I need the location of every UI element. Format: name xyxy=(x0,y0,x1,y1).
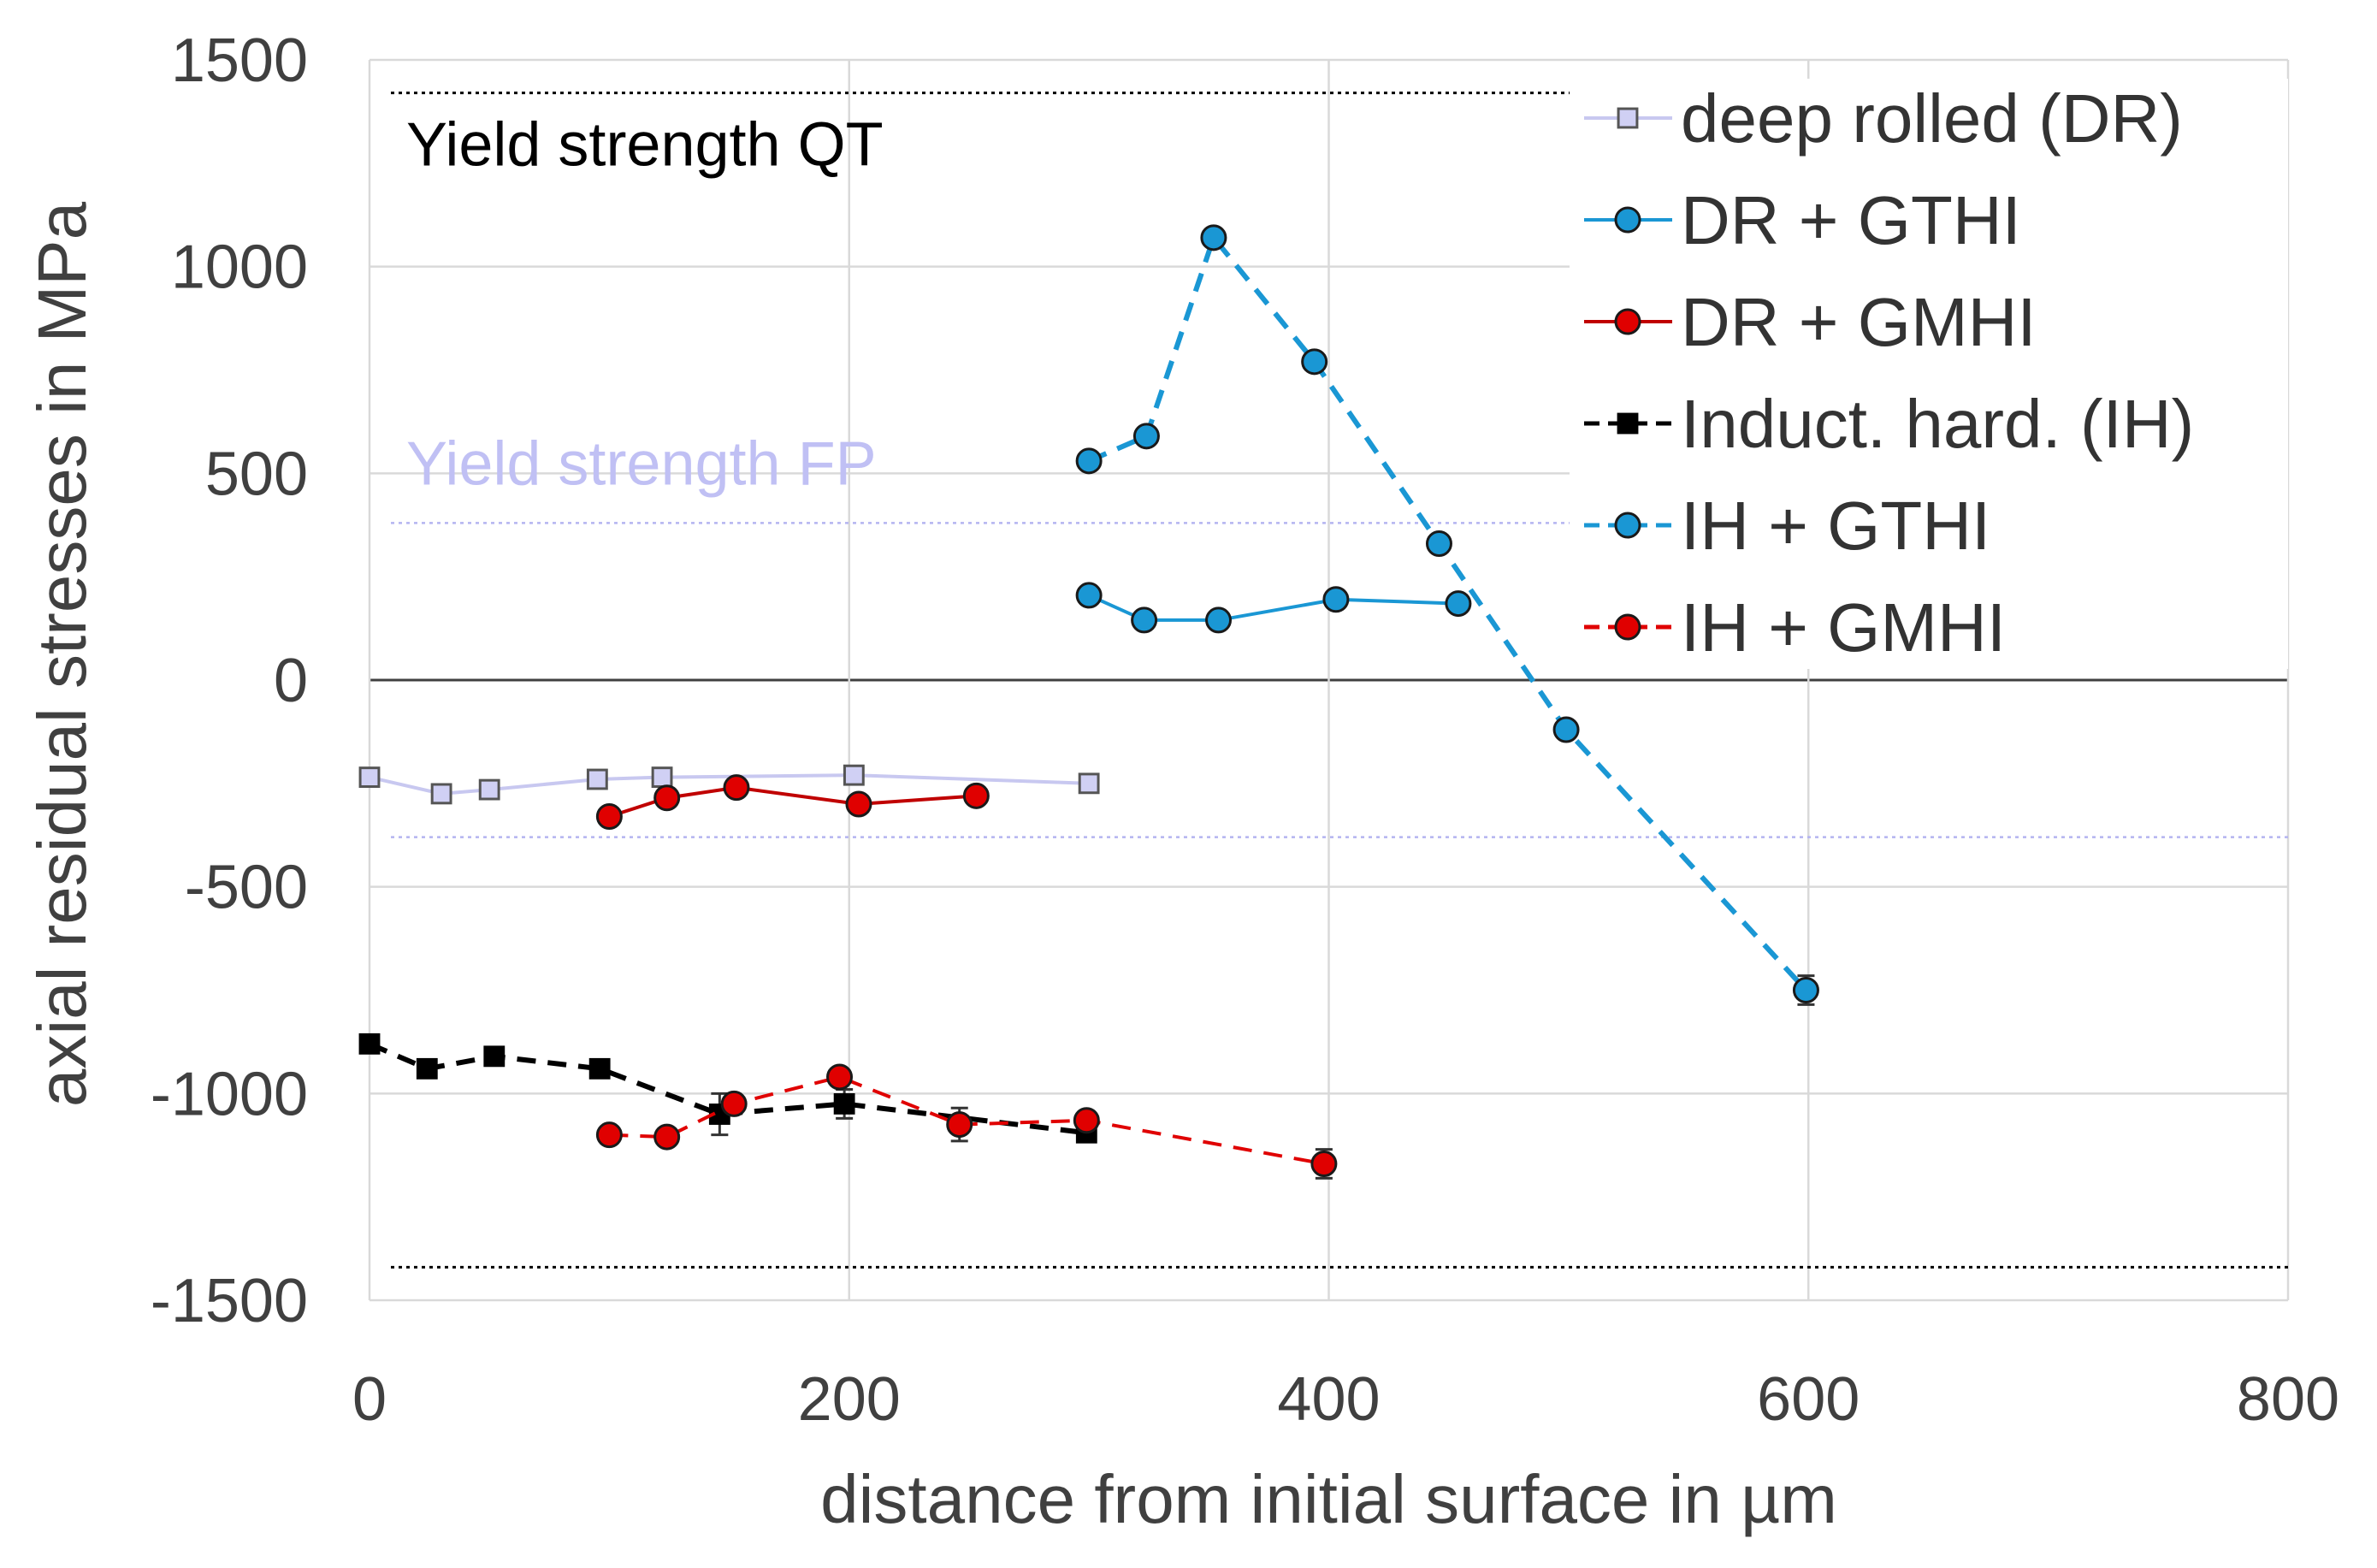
data-point xyxy=(946,1111,973,1139)
data-series xyxy=(358,224,1819,1180)
data-point xyxy=(1078,772,1100,795)
legend-item: deep rolled (DR) xyxy=(1584,80,2183,157)
y-tick-label: 0 xyxy=(274,647,308,715)
legend-marker xyxy=(1617,412,1639,435)
x-axis-title: distance from initial surface in µm xyxy=(820,1461,1837,1537)
y-tick-label: 1500 xyxy=(171,27,308,95)
y-axis-title: axial residual stresses in MPa xyxy=(24,201,100,1107)
data-point xyxy=(1075,447,1103,475)
legend-item: DR + GTHI xyxy=(1584,182,2021,258)
series-ih-gmhi xyxy=(595,1063,1338,1180)
data-point xyxy=(588,1057,611,1080)
data-point xyxy=(358,766,381,789)
data-point xyxy=(483,1045,506,1068)
data-point xyxy=(1131,606,1158,634)
legend-label: DR + GMHI xyxy=(1681,284,2037,360)
y-tick-label: 1000 xyxy=(171,234,308,302)
legend-marker xyxy=(1614,512,1641,539)
data-point xyxy=(1075,582,1103,609)
reference-lines: Yield strength QT Yield strength FP xyxy=(391,92,2288,1269)
y-tick-label: -1500 xyxy=(151,1267,308,1335)
data-point xyxy=(1205,606,1233,634)
y-tick-label: 500 xyxy=(205,440,308,508)
data-point xyxy=(1425,530,1452,557)
legend-marker xyxy=(1614,206,1641,234)
axes: -1500 -1000 -500 0 500 1000 1500 0 200 400 600 800 d… xyxy=(24,27,2339,1537)
data-point xyxy=(1200,224,1227,251)
grid xyxy=(368,58,2290,1302)
data-point xyxy=(653,1123,681,1151)
data-point xyxy=(478,778,500,801)
x-tick-label: 600 xyxy=(1757,1365,1860,1434)
data-point xyxy=(1301,348,1328,376)
x-tick-label: 200 xyxy=(798,1365,901,1434)
legend-item: IH + GTHI xyxy=(1584,488,1990,564)
data-point xyxy=(1132,423,1160,450)
data-point xyxy=(1552,716,1580,743)
data-point xyxy=(430,783,452,805)
data-point xyxy=(1322,586,1350,613)
data-point xyxy=(826,1063,854,1091)
data-point xyxy=(962,782,990,809)
legend-marker xyxy=(1614,308,1641,335)
y-tick-label: -500 xyxy=(185,854,308,922)
reference-label-yield-fp-upper: Yield strength FP xyxy=(406,429,877,498)
legend: deep rolled (DR) DR + GTHI DR + GMHI Induct… xyxy=(1570,79,2288,669)
y-tick-label: -1000 xyxy=(151,1060,308,1128)
legend-marker xyxy=(1617,107,1639,129)
x-tick-label: 0 xyxy=(352,1365,387,1434)
reference-label-yield-qt-upper: Yield strength QT xyxy=(406,111,884,180)
series-ih-gthi xyxy=(1075,224,1819,1006)
data-point xyxy=(720,1090,748,1117)
legend-label: Induct. hard. (IH) xyxy=(1681,386,2194,462)
legend-marker xyxy=(1614,613,1641,641)
data-point xyxy=(358,1033,381,1055)
data-point xyxy=(833,1092,855,1115)
data-point xyxy=(845,790,872,818)
data-point xyxy=(1073,1107,1100,1134)
legend-item: DR + GMHI xyxy=(1584,284,2037,360)
data-point xyxy=(651,766,673,789)
legend-label: IH + GMHI xyxy=(1681,589,2006,666)
legend-item: Induct. hard. (IH) xyxy=(1584,386,2194,462)
data-point xyxy=(723,774,750,802)
legend-background xyxy=(1570,79,2288,669)
data-point xyxy=(1310,1151,1338,1177)
legend-label: DR + GTHI xyxy=(1681,182,2021,258)
series-deep-rolled-dr- xyxy=(358,764,1100,805)
data-point xyxy=(653,784,681,812)
data-point xyxy=(1792,977,1819,1003)
x-tick-label: 400 xyxy=(1277,1365,1380,1434)
data-point xyxy=(416,1057,438,1080)
data-point xyxy=(595,1121,623,1149)
series-dr-gthi xyxy=(1075,582,1472,634)
legend-label: IH + GTHI xyxy=(1681,488,1990,564)
data-point xyxy=(1445,590,1472,618)
x-tick-label: 800 xyxy=(2237,1365,2339,1434)
series-dr-gmhi xyxy=(595,774,990,830)
data-point xyxy=(586,768,608,790)
legend-label: deep rolled (DR) xyxy=(1681,80,2183,157)
data-point xyxy=(843,764,865,786)
data-point xyxy=(595,803,623,830)
legend-item: IH + GMHI xyxy=(1584,589,2006,666)
